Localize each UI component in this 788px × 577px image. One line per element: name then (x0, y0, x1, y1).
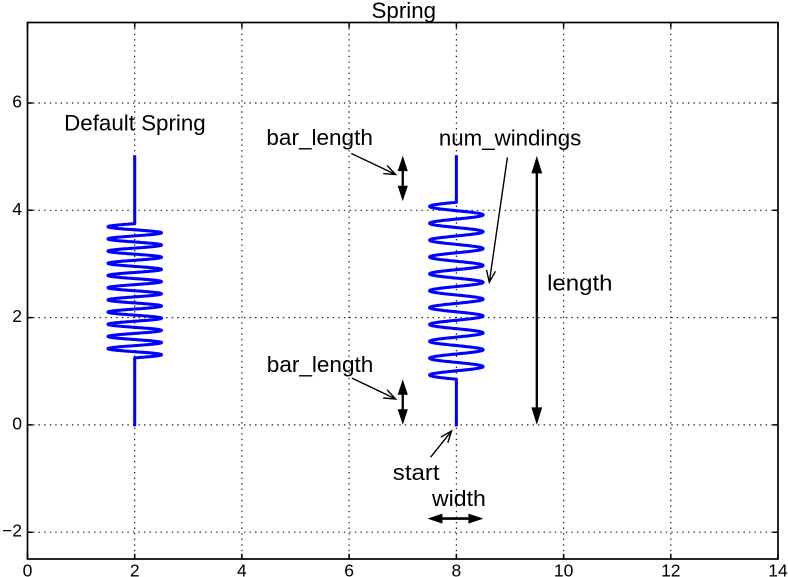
svg-text:2: 2 (12, 306, 22, 326)
svg-text:8: 8 (452, 561, 462, 577)
svg-text:14: 14 (768, 561, 788, 577)
svg-text:width: width (431, 486, 486, 511)
svg-text:start: start (393, 460, 440, 485)
svg-text:−2: −2 (2, 521, 22, 541)
svg-text:6: 6 (12, 92, 22, 112)
svg-text:4: 4 (12, 199, 22, 219)
svg-text:num_windings: num_windings (439, 126, 581, 151)
svg-text:2: 2 (130, 561, 140, 577)
svg-text:length: length (547, 271, 612, 296)
svg-text:4: 4 (237, 561, 247, 577)
svg-text:Default Spring: Default Spring (64, 110, 206, 135)
svg-text:6: 6 (344, 561, 354, 577)
svg-text:Spring: Spring (372, 0, 437, 23)
svg-text:10: 10 (554, 561, 574, 577)
svg-text:0: 0 (23, 561, 33, 577)
svg-text:bar_length: bar_length (267, 352, 374, 377)
svg-text:12: 12 (661, 561, 680, 577)
svg-text:bar_length: bar_length (266, 125, 373, 150)
svg-text:0: 0 (12, 413, 22, 433)
